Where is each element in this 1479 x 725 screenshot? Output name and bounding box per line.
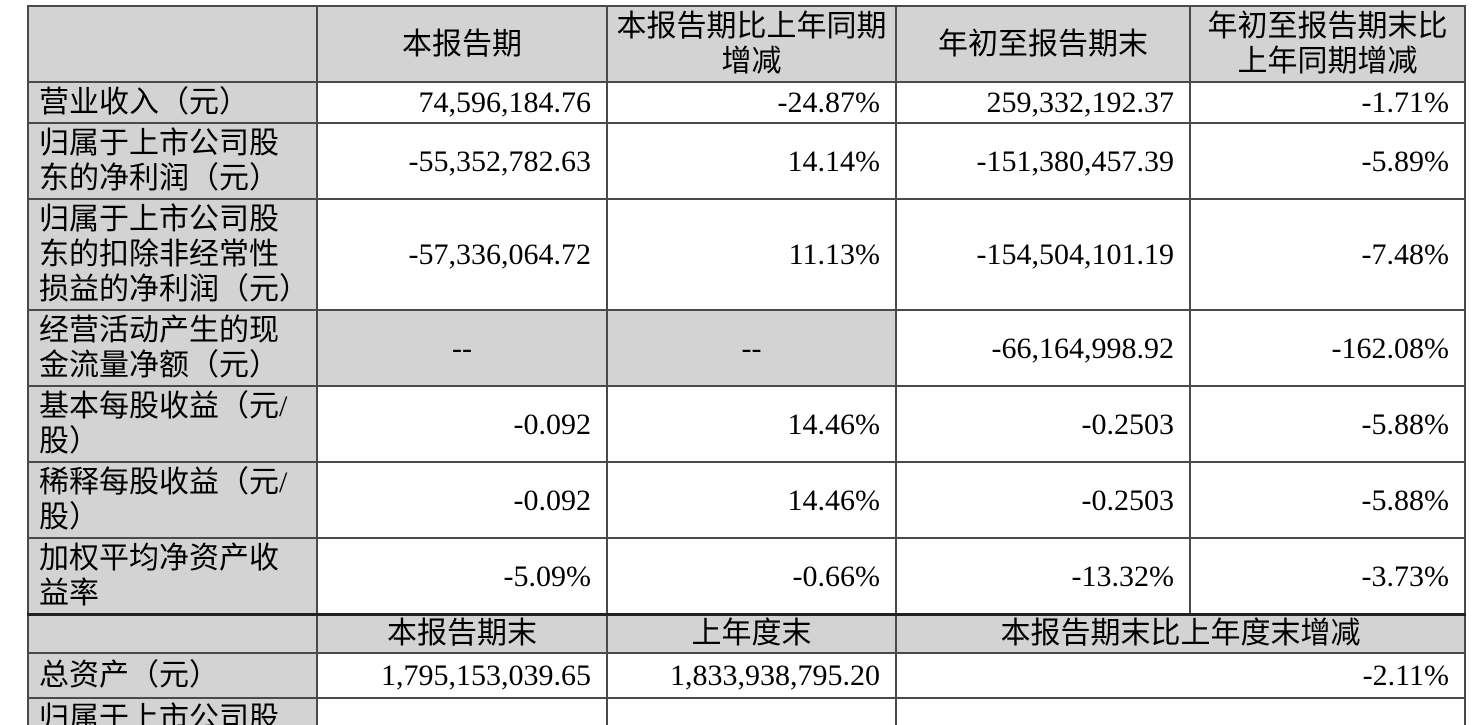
- equity-end-of-last-year-value: 1,204,230,352.18: [606, 697, 897, 725]
- diluted-eps-ytd-yoy-value: -5.88%: [1189, 461, 1466, 539]
- net-profit-excl-current-value: -57,336,064.72: [316, 198, 608, 311]
- diluted-eps-label: 稀释每股收益（元/股）: [27, 461, 318, 539]
- cash-flow-label: 经营活动产生的现金流量净额（元）: [27, 309, 318, 387]
- roe-label: 加权平均净资产收益率: [27, 537, 318, 616]
- revenue-ytd-yoy-value: -1.71%: [1189, 81, 1466, 124]
- net-profit-excl-ytd-value: -154,504,101.19: [895, 198, 1191, 311]
- col-header-end-of-period: 本报告期末: [316, 613, 608, 654]
- cash-flow-ytd-yoy-value: -162.08%: [1189, 309, 1466, 387]
- row-net-profit: 归属于上市公司股东的净利润（元） -55,352,782.63 14.14% -…: [27, 122, 1466, 200]
- net-profit-ytd-yoy-value: -5.89%: [1189, 122, 1466, 200]
- basic-eps-yoy-value: 14.46%: [606, 385, 897, 463]
- net-profit-ytd-value: -151,380,457.39: [895, 122, 1191, 200]
- col-header-ytd-vs-prior-year: 年初至报告期末比上年同期增减: [1189, 5, 1466, 83]
- roe-current-value: -5.09%: [316, 537, 608, 616]
- position-corner-cell: [27, 613, 318, 654]
- diluted-eps-yoy-value: 14.46%: [606, 461, 897, 539]
- net-profit-excl-yoy-value: 11.13%: [606, 198, 897, 311]
- equity-label: 归属于上市公司股东的所有者权益（元）: [27, 697, 318, 725]
- roe-yoy-value: -0.66%: [606, 537, 897, 616]
- col-header-current-period: 本报告期: [316, 5, 608, 83]
- row-weighted-avg-roe: 加权平均净资产收益率 -5.09% -0.66% -13.32% -3.73%: [27, 537, 1466, 616]
- revenue-current-value: 74,596,184.76: [316, 81, 608, 124]
- row-equity: 归属于上市公司股东的所有者权益（元） 1,062,350,491.09 1,20…: [27, 697, 1466, 725]
- row-basic-eps: 基本每股收益（元/股） -0.092 14.46% -0.2503 -5.88%: [27, 385, 1466, 463]
- row-revenue: 营业收入（元） 74,596,184.76 -24.87% 259,332,19…: [27, 81, 1466, 124]
- basic-eps-ytd-yoy-value: -5.88%: [1189, 385, 1466, 463]
- roe-ytd-value: -13.32%: [895, 537, 1191, 616]
- diluted-eps-current-value: -0.092: [316, 461, 608, 539]
- key-financials-table: 本报告期 本报告期比上年同期增减 年初至报告期末 年初至报告期末比上年同期增减 …: [27, 5, 1466, 725]
- net-profit-excl-ytd-yoy-value: -7.48%: [1189, 198, 1466, 311]
- header-row-position: 本报告期末 上年度末 本报告期末比上年度末增减: [27, 613, 1466, 654]
- basic-eps-label: 基本每股收益（元/股）: [27, 385, 318, 463]
- equity-end-of-period-value: 1,062,350,491.09: [316, 697, 608, 725]
- row-net-profit-excl-nonrecurring: 归属于上市公司股东的扣除非经常性损益的净利润（元） -57,336,064.72…: [27, 198, 1466, 311]
- row-total-assets: 总资产（元） 1,795,153,039.65 1,833,938,795.20…: [27, 652, 1466, 699]
- corner-cell: [27, 5, 318, 83]
- cash-flow-ytd-value: -66,164,998.92: [895, 309, 1191, 387]
- col-header-end-of-last-year: 上年度末: [606, 613, 897, 654]
- total-assets-end-of-last-year-value: 1,833,938,795.20: [606, 652, 897, 699]
- cash-flow-yoy-value: --: [606, 309, 897, 387]
- row-operating-cash-flow: 经营活动产生的现金流量净额（元） -- -- -66,164,998.92 -1…: [27, 309, 1466, 387]
- net-profit-yoy-value: 14.14%: [606, 122, 897, 200]
- diluted-eps-ytd-value: -0.2503: [895, 461, 1191, 539]
- net-profit-label: 归属于上市公司股东的净利润（元）: [27, 122, 318, 200]
- revenue-label: 营业收入（元）: [27, 81, 318, 124]
- net-profit-current-value: -55,352,782.63: [316, 122, 608, 200]
- basic-eps-current-value: -0.092: [316, 385, 608, 463]
- row-diluted-eps: 稀释每股收益（元/股） -0.092 14.46% -0.2503 -5.88%: [27, 461, 1466, 539]
- total-assets-change-value: -2.11%: [895, 652, 1466, 699]
- col-header-current-vs-prior-year: 本报告期比上年同期增减: [606, 5, 897, 83]
- col-header-change-vs-last-year-end: 本报告期末比上年度末增减: [895, 613, 1466, 654]
- revenue-ytd-value: 259,332,192.37: [895, 81, 1191, 124]
- col-header-year-to-date: 年初至报告期末: [895, 5, 1191, 83]
- total-assets-end-of-period-value: 1,795,153,039.65: [316, 652, 608, 699]
- roe-ytd-yoy-value: -3.73%: [1189, 537, 1466, 616]
- cash-flow-current-value: --: [316, 309, 608, 387]
- net-profit-excl-label: 归属于上市公司股东的扣除非经常性损益的净利润（元）: [27, 198, 318, 311]
- header-row-period: 本报告期 本报告期比上年同期增减 年初至报告期末 年初至报告期末比上年同期增减: [27, 5, 1466, 83]
- basic-eps-ytd-value: -0.2503: [895, 385, 1191, 463]
- revenue-yoy-value: -24.87%: [606, 81, 897, 124]
- total-assets-label: 总资产（元）: [27, 652, 318, 699]
- equity-change-value: -11.78%: [895, 697, 1466, 725]
